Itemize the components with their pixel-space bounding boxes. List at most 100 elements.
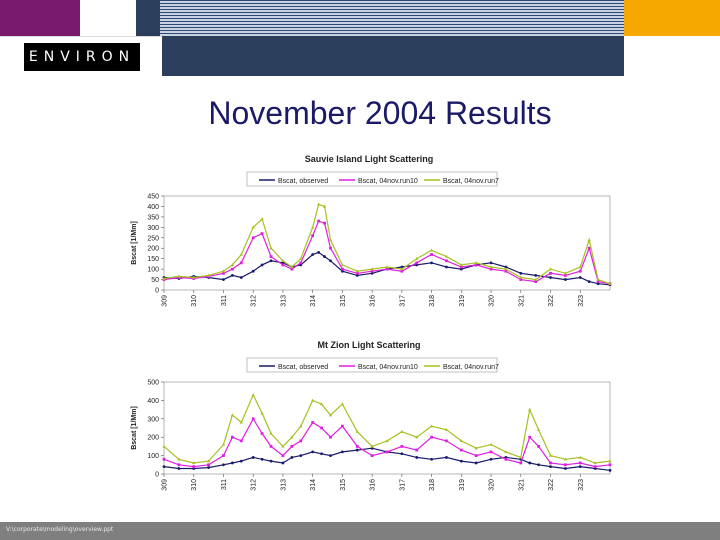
chart0-point-1-14	[317, 219, 321, 223]
chart1-point-1-1	[177, 463, 181, 467]
chart0-point-0-29	[519, 271, 523, 275]
chart1-series-2	[162, 393, 612, 465]
chart1-point-2-16	[340, 402, 344, 406]
chart1-point-0-33	[578, 465, 582, 469]
chart1-point-1-22	[430, 435, 433, 439]
chart0-point-2-17	[340, 263, 344, 267]
chart1-legend: Bscat, observed Bscat, 04nov.run10 Bscat, …	[246, 357, 499, 373]
chart0-point-2-5	[230, 263, 234, 267]
chart1-point-0-6	[239, 459, 243, 463]
chart0-point-1-6	[239, 261, 243, 265]
chart0-point-2-36	[608, 281, 612, 285]
header-white-block	[80, 0, 136, 36]
chart1-series-1	[162, 417, 612, 469]
chart0-point-0-27	[489, 261, 493, 265]
chart1-point-2-8	[260, 411, 264, 415]
chart1-point-2-4	[221, 442, 226, 446]
chart0-point-1-7	[251, 236, 255, 240]
chart1-point-2-30	[537, 428, 541, 432]
chart1-xtick-label-14: 323	[578, 479, 585, 491]
chart0-xtick-label-13: 322	[548, 295, 555, 307]
chart1-point-0-13	[311, 450, 315, 454]
chart1-point-0-12	[299, 454, 303, 457]
chart0-ytick-label-2: 100	[147, 267, 159, 274]
chart1-ytick-label-5: 500	[147, 380, 159, 387]
chart1-point-1-10	[281, 454, 285, 457]
chart1-xtick-label-8: 317	[399, 479, 406, 491]
header-orange-block	[624, 0, 720, 36]
chart0-point-2-6	[239, 252, 243, 256]
chart0-legend-box	[246, 171, 498, 187]
chart1-point-1-6	[239, 439, 243, 443]
chart0-point-0-30	[534, 273, 538, 277]
chart1-point-1-16	[341, 424, 344, 428]
chart1-point-0-11	[290, 456, 294, 459]
chart0-point-1-16	[329, 246, 332, 250]
chart1-xtick-label-3: 312	[251, 479, 258, 491]
chart1-point-0-10	[281, 461, 285, 465]
chart0-point-2-25	[459, 263, 463, 267]
chart1-point-2-27	[504, 450, 508, 454]
chart1-point-0-21	[415, 456, 419, 459]
chart0-point-2-15	[322, 204, 327, 208]
chart1-point-2-6	[239, 420, 243, 424]
chart1-point-1-12	[299, 439, 303, 443]
header-purple-block	[0, 0, 80, 36]
chart1-point-0-17	[355, 448, 359, 452]
chart1-point-2-20	[400, 429, 404, 433]
chart0-point-1-32	[564, 273, 567, 277]
chart1-point-2-12	[299, 424, 303, 428]
chart1-point-0-24	[459, 459, 463, 463]
chart0-point-1-8	[260, 232, 264, 235]
chart1-point-2-11	[290, 435, 294, 439]
chart1-point-1-2	[192, 465, 196, 469]
chart1-point-2-13	[311, 398, 315, 402]
header-navy-block	[136, 0, 160, 36]
chart0-point-1-27	[489, 267, 493, 271]
chart1-point-0-23	[445, 456, 448, 459]
chart1-series-line-0	[163, 447, 611, 471]
chart0-point-2-10	[281, 258, 285, 262]
mt-zion-chart: Mt Zion Light Scattering Bscat, observed B…	[122, 334, 616, 500]
chart1-point-2-23	[444, 428, 449, 432]
chart1-point-1-19	[385, 450, 389, 454]
chart1-point-2-5	[230, 413, 234, 417]
chart0-point-0-14	[317, 251, 321, 254]
sauvie-island-chart: Sauvie Island Light Scattering Bscat, obs…	[122, 148, 616, 316]
chart0-point-1-20	[385, 267, 389, 271]
chart0-ytick-label-1: 50	[151, 277, 159, 284]
chart1-point-0-1	[177, 467, 181, 470]
chart0-point-2-19	[370, 267, 374, 271]
chart1-legend-label-1: Bscat, 04nov.run10	[358, 364, 418, 371]
chart0-point-1-5	[230, 267, 234, 271]
chart1-point-2-2	[192, 461, 196, 465]
chart1-xtick-label-7: 316	[370, 479, 377, 491]
chart1-ytick-label-3: 300	[147, 416, 159, 423]
chart0-point-1-11	[290, 267, 294, 271]
chart1-point-2-19	[385, 439, 389, 443]
chart0-point-2-35	[596, 277, 600, 281]
chart0-ytick-label-8: 400	[147, 204, 159, 211]
chart1-point-1-25	[474, 454, 478, 457]
chart0-xtick-label-3: 312	[251, 295, 258, 307]
header-navy-band	[162, 36, 624, 76]
chart0-point-1-23	[430, 253, 433, 256]
chart1-point-1-24	[459, 448, 463, 452]
chart1-ytick-label-2: 200	[147, 435, 159, 442]
chart0-point-0-16	[329, 259, 332, 263]
chart1-point-0-4	[222, 463, 225, 467]
chart0-point-2-3	[207, 273, 211, 277]
chart1-xtick-label-1: 310	[191, 479, 198, 491]
chart1-point-1-9	[269, 445, 273, 448]
chart1-legend-box	[246, 357, 498, 373]
chart1-plot-area	[163, 381, 611, 475]
chart0-point-1-9	[269, 255, 273, 258]
chart0-point-0-9	[269, 259, 273, 263]
chart0-point-1-21	[400, 269, 404, 273]
chart1-point-2-28	[519, 455, 523, 459]
chart0-point-1-25	[459, 265, 463, 269]
chart1-point-2-1	[177, 457, 181, 461]
chart1-xtick-label-6: 315	[340, 479, 347, 491]
chart1-point-2-7	[251, 393, 255, 397]
chart1-point-1-8	[260, 432, 264, 435]
